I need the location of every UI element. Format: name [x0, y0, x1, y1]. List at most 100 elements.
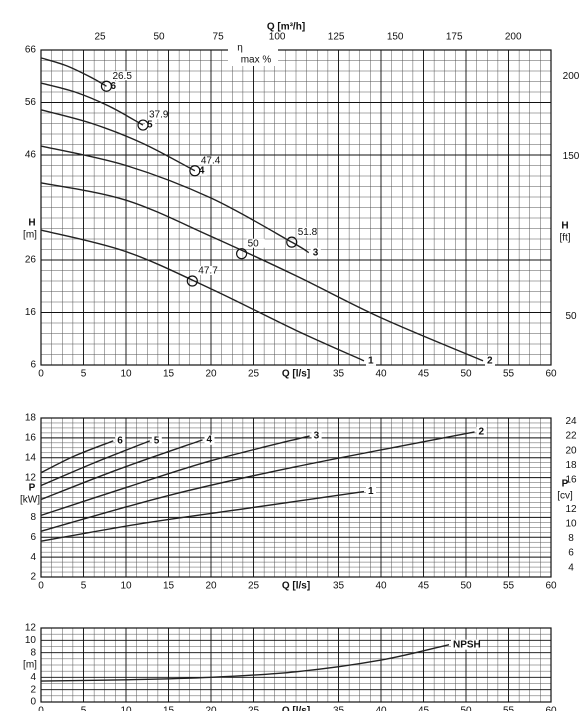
y2-tick-label: 10 [565, 518, 577, 529]
efficiency-label-bg [296, 227, 315, 237]
y-tick-label: 2 [30, 572, 36, 583]
y2-axis-label: H [561, 221, 568, 232]
curve-label: 1 [368, 355, 374, 366]
y2-tick-label: 8 [568, 533, 574, 544]
y-tick-label: 56 [25, 97, 37, 108]
annotation-bg [228, 42, 278, 66]
curve-label: 6 [110, 81, 116, 92]
x-tick-label: 50 [460, 581, 472, 592]
x-tick-label: 0 [38, 369, 44, 380]
x-tick-label: 15 [163, 369, 175, 380]
y2-tick-label: 20 [565, 445, 577, 456]
x-tick-label: 15 [163, 706, 175, 711]
x-tick-label: 40 [375, 581, 387, 592]
x-tick-label: 0 [38, 581, 44, 592]
curve-label-bg [115, 435, 126, 446]
curve [40, 439, 203, 501]
curve-label-bg [366, 355, 376, 366]
y2-tick-label: 200 [563, 71, 580, 82]
x2-tick-label: 150 [387, 32, 404, 43]
y-tick-label: 8 [30, 647, 36, 658]
x2-tick-label: 25 [94, 32, 106, 43]
y-tick-label: 0 [30, 697, 36, 708]
efficiency-point [236, 248, 248, 260]
y-tick-label: 18 [25, 413, 37, 424]
curve-label-bg [451, 639, 479, 650]
x-label-bg [280, 580, 314, 592]
plot-border [40, 627, 552, 703]
y2-tick-label: 12 [565, 504, 577, 515]
y-axis-label: P [29, 483, 36, 494]
curve [40, 229, 365, 362]
x-tick-label: 5 [81, 706, 87, 711]
y-axis-unit: [m] [23, 230, 37, 241]
x-tick-label: 45 [418, 706, 430, 711]
efficiency-point [286, 236, 298, 248]
x-tick-label: 35 [333, 369, 345, 380]
x2-tick-label: 175 [446, 32, 463, 43]
curve-label-bg [204, 434, 215, 445]
x2-axis-label: Q [m³/h] [267, 22, 305, 33]
efficiency-label: 37.9 [149, 110, 169, 121]
x-tick-label: 15 [163, 581, 175, 592]
curve [40, 490, 365, 542]
y2-tick-label: 22 [565, 431, 577, 442]
y-tick-label: 14 [25, 452, 37, 463]
y-tick-label: 4 [30, 552, 36, 563]
curve [40, 145, 310, 254]
x-axis-label: Q [l/s] [282, 369, 310, 380]
x-tick-label: 35 [333, 706, 345, 711]
efficiency-label: 50 [248, 238, 260, 249]
x-tick-label: 50 [460, 369, 472, 380]
y-tick-label: 16 [25, 307, 37, 318]
y2-axis-label: P [562, 479, 569, 490]
y-tick-label: 4 [30, 672, 36, 683]
x-tick-label: 5 [81, 369, 87, 380]
efficiency-label: 51.8 [298, 227, 318, 238]
y-tick-label: 66 [25, 45, 37, 56]
x-tick-label: 5 [81, 581, 87, 592]
curve [40, 82, 144, 126]
curve-label-bg [151, 435, 162, 446]
curve [40, 431, 475, 532]
x-tick-label: 60 [545, 369, 557, 380]
x-tick-label: 20 [205, 369, 217, 380]
x-tick-label: 10 [120, 706, 132, 711]
efficiency-label-bg [148, 110, 166, 120]
curve-label: 2 [479, 427, 485, 438]
y2-tick-label: 4 [568, 562, 574, 573]
y2-tick-label: 16 [565, 475, 577, 486]
curve-label: 1 [368, 486, 374, 497]
y2-tick-label: 150 [563, 151, 580, 162]
curve-label: 4 [207, 435, 213, 446]
x-tick-label: 20 [205, 581, 217, 592]
curve-label: 6 [117, 435, 123, 446]
efficiency-point [100, 80, 113, 92]
x-tick-label: 60 [545, 581, 557, 592]
curve-label: 3 [314, 431, 320, 442]
x-tick-label: 55 [503, 369, 515, 380]
curve [40, 440, 151, 487]
curve-label-bg [310, 247, 321, 258]
x-tick-label: 45 [418, 369, 430, 380]
efficiency-label-bg [111, 71, 130, 81]
y-tick-label: 6 [30, 532, 36, 543]
y2-tick-label: 50 [565, 311, 577, 322]
x2-tick-label: 125 [328, 32, 345, 43]
curve [40, 435, 310, 517]
curve-label: 4 [199, 165, 205, 176]
efficiency-point [137, 119, 149, 131]
y-axis-unit: [m] [23, 660, 37, 671]
x2-tick-label: 50 [153, 32, 165, 43]
curve-label: 5 [154, 435, 160, 446]
y-tick-label: 2 [30, 684, 36, 695]
x-tick-label: 20 [205, 706, 217, 711]
x-tick-label: 0 [38, 706, 44, 711]
efficiency-label: 47.7 [198, 266, 218, 277]
curve [40, 440, 114, 474]
x-axis-label: Q [l/s] [282, 581, 310, 592]
x-tick-label: 35 [333, 581, 345, 592]
efficiency-label-bg [246, 238, 265, 248]
y-axis-label: H [28, 218, 35, 229]
x-label-bg [280, 705, 314, 711]
